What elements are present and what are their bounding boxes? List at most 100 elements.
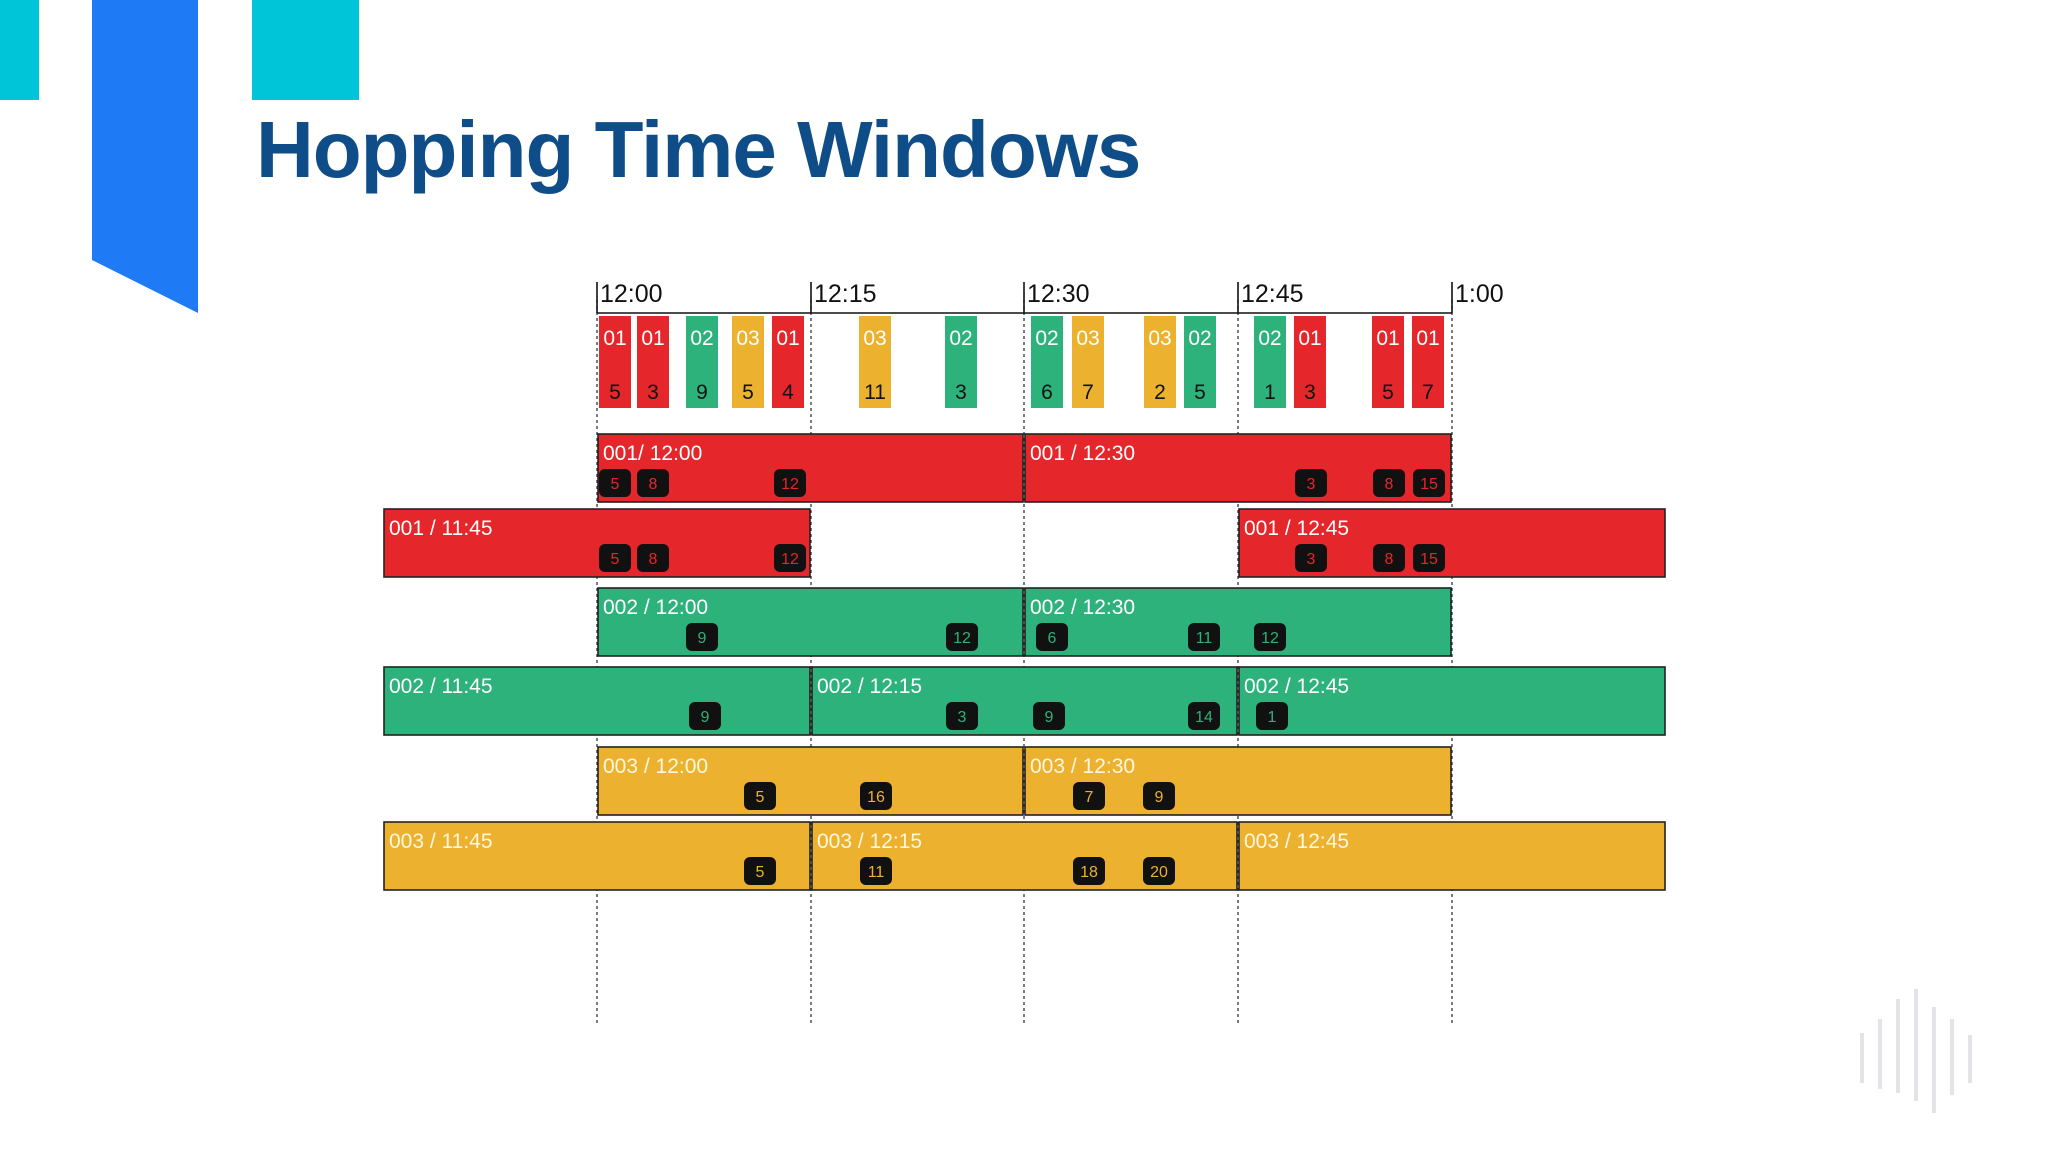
aggregate-badge: 14 bbox=[1188, 702, 1220, 730]
time-tick-label: 12:00 bbox=[600, 280, 663, 308]
event-card: 01 3 bbox=[1294, 316, 1326, 408]
window-bar-bg bbox=[383, 508, 811, 578]
aggregate-badge: 12 bbox=[946, 623, 978, 651]
aggregate-badge: 11 bbox=[1188, 623, 1220, 651]
event-card: 02 9 bbox=[686, 316, 718, 408]
aggregate-badge-bg bbox=[637, 469, 669, 497]
window-label: 003 / 12:30 bbox=[1030, 755, 1135, 778]
aggregate-value: 12 bbox=[953, 630, 971, 647]
aggregate-badge-bg bbox=[1413, 469, 1445, 497]
aggregate-badge-bg bbox=[946, 623, 978, 651]
window-bar-bg bbox=[1024, 587, 1452, 657]
cyan-block-left bbox=[0, 0, 39, 100]
aggregate-badge: 12 bbox=[1254, 623, 1286, 651]
event-card: 02 5 bbox=[1184, 316, 1216, 408]
aggregate-value: 9 bbox=[698, 630, 707, 647]
window-label: 001/ 12:00 bbox=[603, 442, 702, 465]
window-bar: 001 / 12:45 3 8 15 bbox=[1238, 508, 1666, 578]
aggregate-badge-bg bbox=[1033, 702, 1065, 730]
aggregate-value: 8 bbox=[1385, 476, 1394, 493]
event-value: 3 bbox=[647, 381, 659, 404]
aggregate-value: 8 bbox=[649, 476, 658, 493]
aggregate-value: 11 bbox=[1196, 630, 1213, 647]
aggregate-badge-bg bbox=[637, 544, 669, 572]
aggregate-badge-bg bbox=[1295, 544, 1327, 572]
aggregate-badge-bg bbox=[860, 857, 892, 885]
aggregate-badge: 12 bbox=[774, 469, 806, 497]
event-key: 03 bbox=[863, 327, 886, 350]
aggregate-badge: 3 bbox=[946, 702, 978, 730]
event-key: 01 bbox=[776, 327, 799, 350]
aggregate-badge: 8 bbox=[637, 544, 669, 572]
aggregate-value: 9 bbox=[1155, 789, 1164, 806]
window-bar-bg bbox=[597, 746, 1024, 816]
aggregate-value: 1 bbox=[1268, 709, 1277, 726]
window-bar: 002 / 12:30 6 11 12 bbox=[1024, 587, 1452, 657]
event-card-bg bbox=[945, 316, 977, 408]
window-bar: 003 / 12:45 bbox=[1238, 821, 1666, 891]
event-key: 02 bbox=[1035, 327, 1058, 350]
aggregate-badge-bg bbox=[774, 469, 806, 497]
corner-decoration bbox=[0, 0, 359, 313]
time-tick-label: 12:15 bbox=[814, 280, 877, 308]
aggregate-badge-bg bbox=[1413, 544, 1445, 572]
aggregate-value: 6 bbox=[1048, 630, 1057, 647]
aggregate-value: 12 bbox=[1261, 630, 1279, 647]
aggregate-badge-bg bbox=[744, 857, 776, 885]
aggregate-value: 9 bbox=[1045, 709, 1054, 726]
window-bar: 002 / 12:00 9 12 bbox=[597, 587, 1024, 657]
window-bar: 002 / 12:15 3 9 14 bbox=[811, 666, 1238, 736]
window-label: 003 / 11:45 bbox=[389, 830, 493, 853]
event-value: 4 bbox=[782, 381, 794, 404]
window-bar: 003 / 12:15 11 18 20 bbox=[811, 821, 1238, 891]
aggregate-badge: 8 bbox=[637, 469, 669, 497]
event-key: 01 bbox=[1416, 327, 1439, 350]
window-label: 002 / 11:45 bbox=[389, 675, 493, 698]
event-value: 3 bbox=[1304, 381, 1316, 404]
event-value: 2 bbox=[1154, 381, 1166, 404]
event-card: 01 5 bbox=[1372, 316, 1404, 408]
event-key: 01 bbox=[641, 327, 664, 350]
aggregate-badge-bg bbox=[860, 782, 892, 810]
aggregate-value: 8 bbox=[649, 551, 658, 568]
aggregate-value: 8 bbox=[1385, 551, 1394, 568]
aggregate-badge-bg bbox=[1188, 702, 1220, 730]
event-card: 03 7 bbox=[1072, 316, 1104, 408]
aggregate-badge-bg bbox=[1254, 623, 1286, 651]
event-card: 02 1 bbox=[1254, 316, 1286, 408]
aggregate-badge: 3 bbox=[1295, 469, 1327, 497]
cyan-block-right bbox=[252, 0, 359, 100]
event-card-bg bbox=[1294, 316, 1326, 408]
window-bar: 003 / 12:00 5 16 bbox=[597, 746, 1024, 816]
window-bar: 003 / 11:45 5 bbox=[383, 821, 811, 891]
window-label: 002 / 12:30 bbox=[1030, 596, 1135, 619]
aggregate-value: 15 bbox=[1420, 551, 1438, 568]
event-card-bg bbox=[686, 316, 718, 408]
event-card: 01 7 bbox=[1412, 316, 1444, 408]
event-key: 01 bbox=[1298, 327, 1321, 350]
event-value: 5 bbox=[1382, 381, 1394, 404]
event-key: 01 bbox=[1376, 327, 1399, 350]
event-card-bg bbox=[772, 316, 804, 408]
event-value: 1 bbox=[1264, 381, 1276, 404]
aggregate-value: 5 bbox=[611, 551, 620, 568]
window-bar: 001 / 11:45 5 8 12 bbox=[383, 508, 811, 578]
aggregate-value: 9 bbox=[701, 709, 710, 726]
event-key: 03 bbox=[1076, 327, 1099, 350]
aggregate-badge: 1 bbox=[1256, 702, 1288, 730]
aggregate-value: 18 bbox=[1080, 864, 1098, 881]
event-card: 03 2 bbox=[1144, 316, 1176, 408]
aggregate-badge: 8 bbox=[1373, 469, 1405, 497]
aggregate-value: 5 bbox=[756, 864, 765, 881]
event-card: 02 3 bbox=[945, 316, 977, 408]
event-card: 02 6 bbox=[1031, 316, 1063, 408]
event-key: 02 bbox=[949, 327, 972, 350]
aggregate-badge: 20 bbox=[1143, 857, 1175, 885]
slide-title: Hopping Time Windows bbox=[256, 105, 1141, 194]
aggregate-value: 7 bbox=[1085, 789, 1094, 806]
time-tick-label: 1:00 bbox=[1455, 280, 1504, 308]
aggregate-badge-bg bbox=[774, 544, 806, 572]
aggregate-badge: 9 bbox=[686, 623, 718, 651]
aggregate-badge-bg bbox=[1295, 469, 1327, 497]
aggregate-badge: 12 bbox=[774, 544, 806, 572]
